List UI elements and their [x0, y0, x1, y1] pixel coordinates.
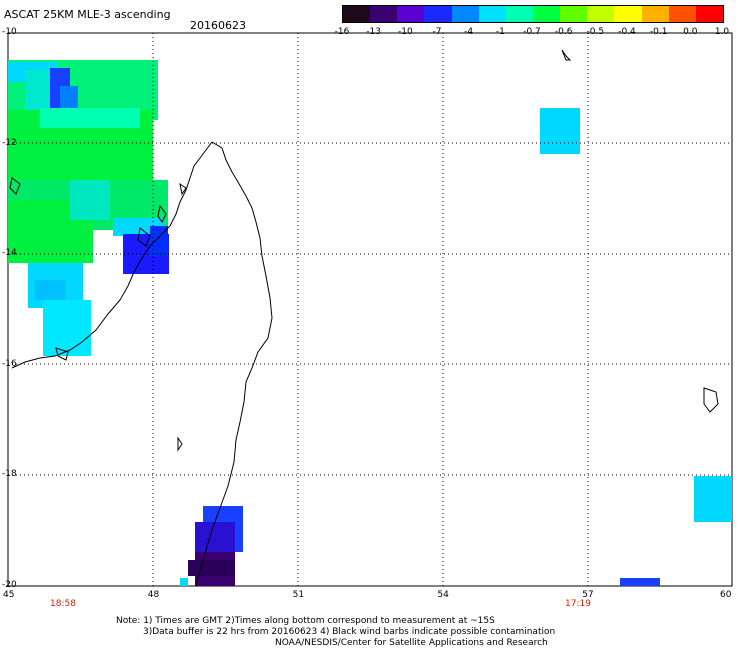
data-swath-west — [8, 60, 169, 356]
note-line-2: 3)Data buffer is 22 hrs from 20160623 4)… — [143, 627, 556, 637]
colorbar-segment — [587, 6, 615, 22]
graticule — [8, 33, 732, 586]
colorbar-segment — [533, 6, 561, 22]
latitude-label: -14 — [2, 248, 17, 259]
colorbar-tick-labels: -16 -13 -10 -7 -4 -1 -0.7 -0.6 -0.5 -0.4 -0.1 0.0 1.… — [335, 27, 730, 39]
colorbar-segment — [370, 6, 398, 22]
pass-time-left: 18:58 — [50, 599, 76, 609]
latitude-label: -12 — [2, 137, 17, 148]
colorbar-segment — [451, 6, 480, 22]
data-swath-east — [540, 108, 732, 522]
longitude-label: 48 — [147, 590, 160, 600]
colorbar-tick-label: 0.0 — [683, 27, 698, 37]
colorbar-segment — [695, 6, 724, 22]
colorbar-tick-label: -10 — [397, 27, 413, 37]
colorbar-segment — [478, 6, 507, 22]
latitude-label: -10 — [2, 27, 17, 37]
colorbar-tick-label: -1 — [495, 27, 505, 37]
longitude-label: 45 — [3, 590, 15, 600]
latitude-label: -18 — [2, 469, 17, 480]
colorbar-segment — [668, 6, 697, 22]
colorbar-tick-label: -4 — [464, 27, 474, 37]
coastline — [9, 49, 719, 587]
colorbar-segment — [560, 6, 588, 22]
colorbar-segment — [424, 6, 453, 22]
longitude-label: 60 — [720, 590, 732, 600]
colorbar-tick-label: -0.5 — [586, 27, 605, 37]
colorbar-tick-label: -7 — [432, 27, 442, 37]
colorbar-segment — [641, 6, 670, 22]
colorbar-segment — [614, 6, 643, 22]
data-swath-south — [180, 506, 660, 586]
note-line-3: NOAA/NESDIS/Center for Satellite Applica… — [275, 638, 548, 648]
longitude-label: 54 — [437, 590, 449, 600]
colorbar-tick-label: -16 — [334, 27, 350, 37]
colorbar-segment — [343, 6, 371, 22]
colorbar-segment — [505, 6, 534, 22]
colorbar — [342, 5, 724, 23]
colorbar-segment — [397, 6, 425, 22]
latitude-label: -20 — [2, 580, 17, 590]
colorbar-tick-label: -13 — [366, 27, 382, 37]
colorbar-tick-label: 1.0 — [714, 27, 730, 37]
colorbar-tick-label: -0.4 — [618, 27, 636, 37]
map-title: ASCAT 25KM MLE-3 ascending — [4, 8, 171, 21]
colorbar-tick-label: -0.6 — [554, 27, 573, 37]
colorbar-tick-label: -0.1 — [649, 27, 668, 37]
note-line-1: Note: 1) Times are GMT 2)Times along bot… — [116, 616, 495, 626]
longitude-label: 57 — [582, 590, 594, 600]
latitude-label: -16 — [2, 358, 17, 369]
map-date: 20160623 — [190, 19, 246, 32]
colorbar-tick-label: -0.7 — [523, 27, 541, 37]
pass-time-right: 17:19 — [565, 599, 591, 609]
longitude-label: 51 — [292, 590, 305, 600]
